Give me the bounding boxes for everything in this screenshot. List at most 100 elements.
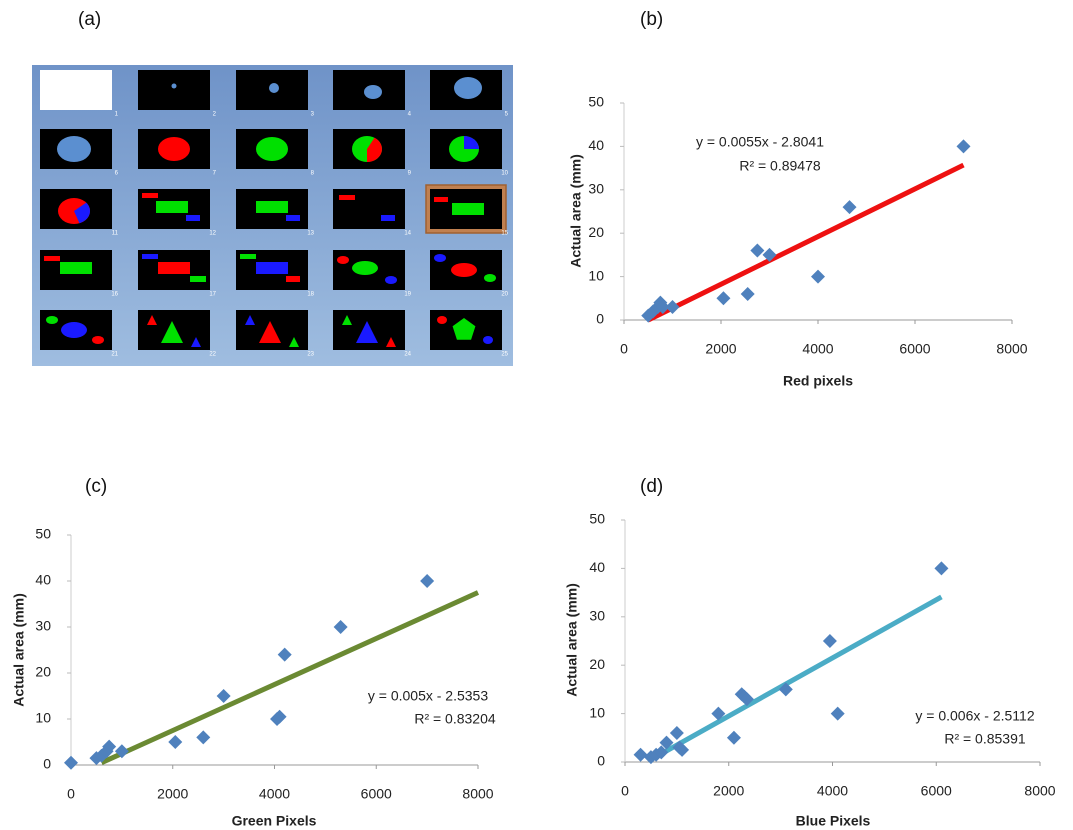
y-tick-label: 0 [43,756,51,772]
shape [286,215,300,221]
thumbnail: 21 [40,310,119,358]
thumbnail: 11 [40,189,119,237]
thumbnail-number: 20 [501,292,508,298]
trendline-equation: y = 0.006x - 2.5112 [915,708,1034,724]
y-tick-label: 50 [589,511,605,527]
shape [158,137,190,161]
point [654,745,669,760]
panel-label: (d) [640,476,663,497]
shape [191,337,201,347]
shape [381,215,395,221]
thumbnail: 7 [138,129,217,177]
x-axis-title: Red pixels [783,373,853,389]
thumbnail: 12 [138,189,217,237]
shape [256,201,288,213]
point [934,561,949,576]
thumbnail: 17 [138,250,217,298]
shape [61,322,87,338]
shape [289,337,299,347]
shape [352,261,378,275]
shape [186,215,200,221]
point [168,735,183,749]
y-tick-label: 30 [35,618,51,634]
y-tick-label: 0 [596,311,604,327]
point [750,243,765,258]
point [762,247,777,262]
x-tick-label: 4000 [817,783,848,799]
y-tick-label: 20 [35,664,51,680]
y-tick-label: 50 [35,526,51,542]
x-tick-label: 2000 [713,783,744,799]
shape [342,315,352,325]
thumbnail-number: 1 [115,112,119,118]
thumbnail-number: 8 [311,171,315,177]
thumbnail-number: 5 [505,112,509,118]
point [633,747,648,762]
point [822,634,837,648]
shape [161,321,183,343]
x-tick-label: 4000 [259,786,290,802]
thumbnail-number: 4 [408,112,412,118]
thumbnail: 14 [333,189,412,237]
x-tick-label: 4000 [802,341,833,357]
point [665,299,680,314]
y-tick-label: 30 [588,181,604,197]
thumbnail-number: 16 [111,292,118,298]
y-tick-label: 10 [589,704,605,720]
y-axis-title: Actual area (mm) [11,593,27,707]
thumbnail: 16 [40,250,119,298]
shape [74,202,90,224]
shape [156,201,188,213]
y-tick-label: 10 [35,710,51,726]
x-tick-label: 0 [620,341,628,357]
panel-label: (b) [640,9,663,30]
y-tick-label: 40 [35,572,51,588]
thumbnail-number: 23 [307,352,314,358]
shape [57,136,91,162]
thumbnail: 6 [40,129,119,177]
point [739,692,754,707]
x-tick-label: 2000 [705,341,736,357]
y-axis-title: Actual area (mm) [568,154,584,268]
point [675,742,690,757]
thumbnail: 3 [236,70,315,118]
point [272,709,287,724]
thumbnail: 9 [333,129,412,177]
x-tick-label: 8000 [462,786,493,802]
thumbnail-number: 6 [115,171,119,177]
shape [451,263,477,277]
thumbnail: 19 [333,250,412,298]
shape [286,276,300,282]
shape [452,318,476,340]
thumbnail-number: 15 [501,231,508,237]
thumbnail: 18 [236,250,315,298]
shape [147,315,157,325]
thumbnail-number: 22 [209,352,216,358]
thumbnail-number: 19 [404,292,411,298]
point [216,689,231,703]
point [659,735,674,750]
point [842,200,857,215]
trendline [660,594,943,756]
shape [46,316,58,324]
y-tick-label: 20 [589,656,605,672]
shape [245,315,255,325]
point [277,647,292,662]
shape [337,256,349,264]
shape [240,254,256,259]
point [830,706,845,721]
thumbnail: 23 [236,310,315,358]
shape [92,336,104,344]
point [64,755,78,770]
x-tick-label: 2000 [157,786,188,802]
shape [386,337,396,347]
point [102,739,117,754]
y-tick-label: 30 [589,608,605,624]
thumbnail: 1 [40,70,119,118]
y-tick-label: 10 [588,267,604,283]
thumbnail-number: 11 [112,231,119,237]
y-tick-label: 50 [588,94,604,110]
panel-label: (c) [85,476,107,497]
shape [259,321,281,343]
